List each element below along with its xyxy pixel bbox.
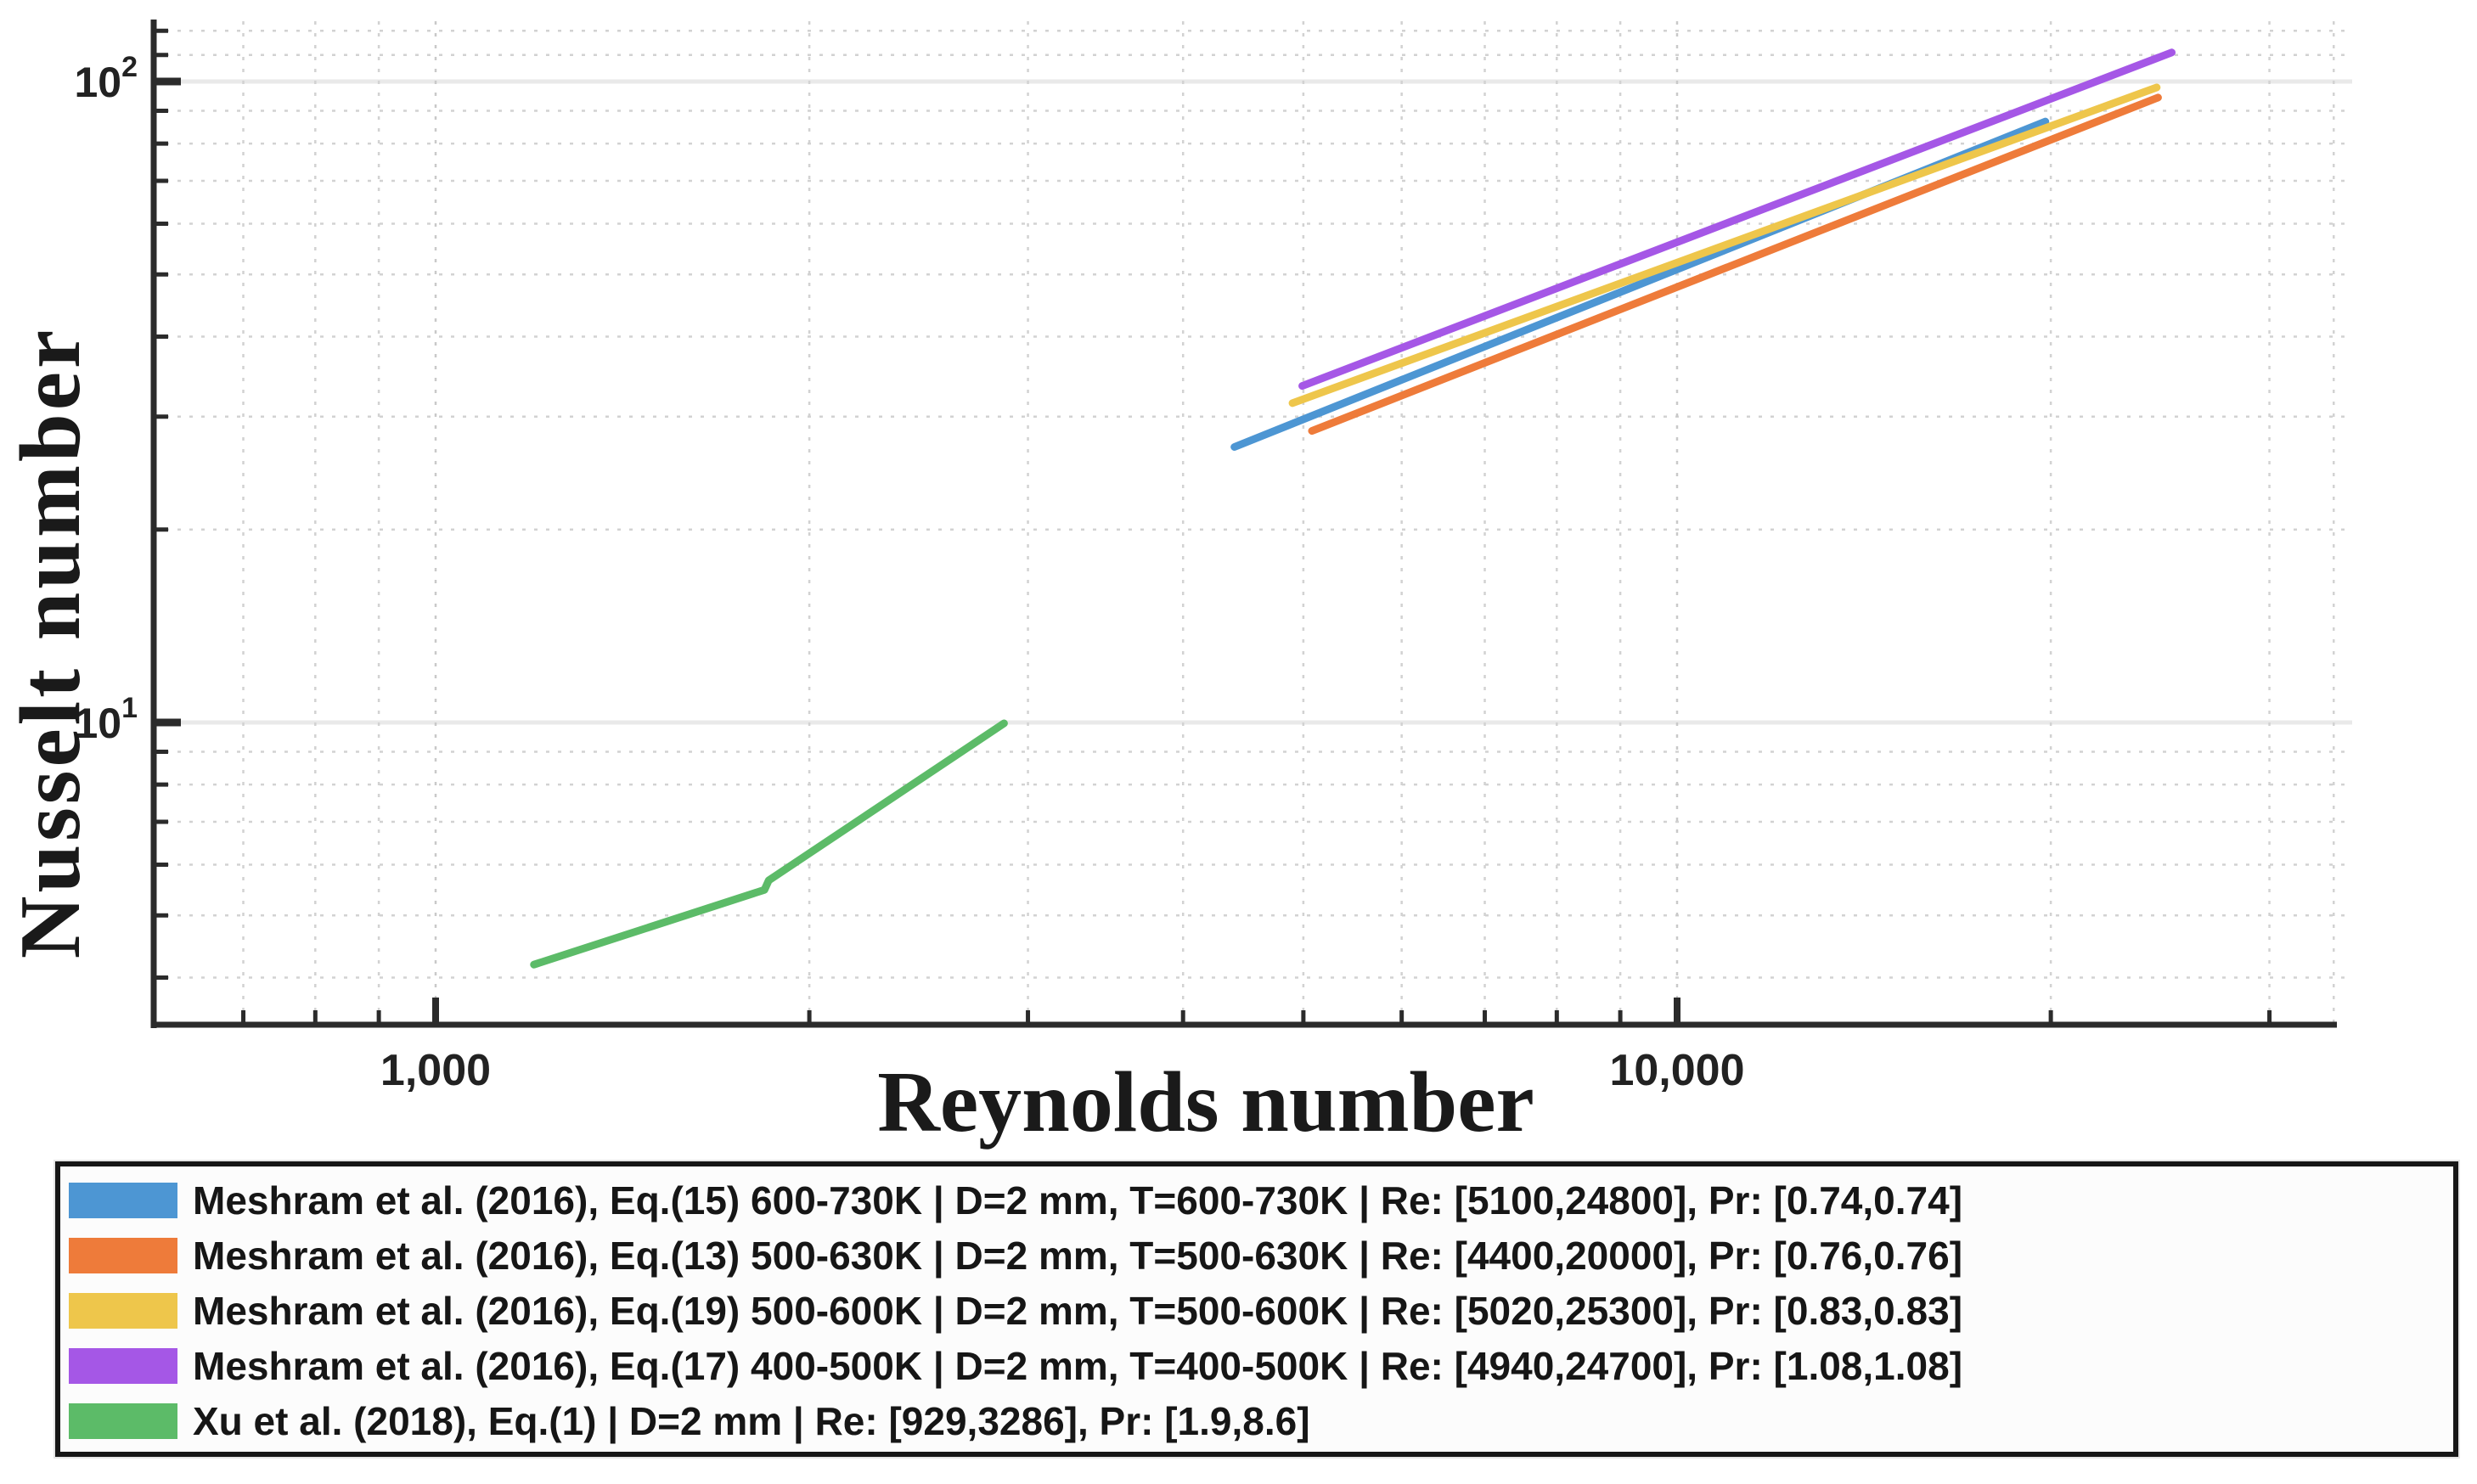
series-line-1 bbox=[1308, 93, 2162, 436]
series-line-3 bbox=[1298, 48, 2176, 391]
axes bbox=[150, 20, 2337, 1028]
legend: Meshram et al. (2016), Eq.(15) 600-730K … bbox=[55, 1161, 2458, 1457]
legend-label: Xu et al. (2018), Eq.(1) | D=2 mm | Re: … bbox=[193, 1398, 1310, 1443]
legend-row-0[interactable]: Meshram et al. (2016), Eq.(15) 600-730K … bbox=[69, 1172, 2453, 1228]
legend-swatch-icon bbox=[69, 1237, 177, 1273]
series-line-4 bbox=[530, 719, 1008, 969]
legend-label: Meshram et al. (2016), Eq.(19) 500-600K … bbox=[193, 1288, 1963, 1333]
y-tick-label: 101 bbox=[74, 692, 138, 747]
legend-label: Meshram et al. (2016), Eq.(15) 600-730K … bbox=[193, 1178, 1963, 1223]
legend-swatch-icon bbox=[69, 1402, 177, 1439]
legend-row-4[interactable]: Xu et al. (2018), Eq.(1) | D=2 mm | Re: … bbox=[69, 1393, 2453, 1448]
legend-swatch-icon bbox=[69, 1182, 177, 1218]
x-axis-title: Reynolds number bbox=[877, 1054, 1534, 1150]
gridlines bbox=[154, 21, 2352, 1025]
y-tick-label: 102 bbox=[74, 51, 138, 106]
x-tick-label: 10,000 bbox=[1609, 1046, 1744, 1095]
legend-label: Meshram et al. (2016), Eq.(17) 400-500K … bbox=[193, 1343, 1963, 1388]
legend-row-3[interactable]: Meshram et al. (2016), Eq.(17) 400-500K … bbox=[69, 1338, 2453, 1393]
data-series bbox=[530, 48, 2176, 969]
series-line-2 bbox=[1288, 83, 2161, 408]
legend-label: Meshram et al. (2016), Eq.(13) 500-630K … bbox=[193, 1233, 1963, 1278]
tick-labels: 1,000 10,000 101 102 bbox=[74, 51, 1744, 1095]
legend-row-1[interactable]: Meshram et al. (2016), Eq.(13) 500-630K … bbox=[69, 1228, 2453, 1283]
legend-swatch-icon bbox=[69, 1292, 177, 1329]
legend-swatch-icon bbox=[69, 1347, 177, 1384]
x-tick-label: 1,000 bbox=[380, 1046, 491, 1095]
legend-row-2[interactable]: Meshram et al. (2016), Eq.(19) 500-600K … bbox=[69, 1283, 2453, 1338]
y-axis-title: Nusselt number bbox=[3, 326, 99, 959]
